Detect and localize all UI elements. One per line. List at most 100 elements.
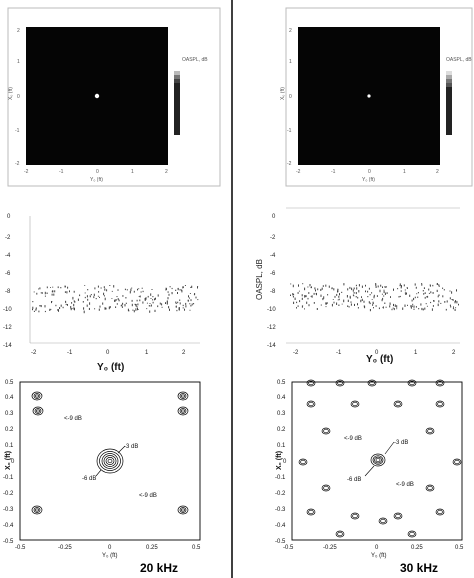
profile-point — [430, 301, 432, 304]
profile-point — [117, 289, 119, 291]
profile-point — [97, 285, 99, 288]
sidelobe-contour — [427, 485, 433, 491]
sidelobe-contour — [300, 459, 306, 465]
profile-point — [404, 289, 406, 291]
profile-point — [372, 304, 374, 306]
left-map-ytick: 0 — [17, 94, 20, 100]
sidelobe-contour — [177, 406, 189, 416]
profile-point — [307, 297, 309, 300]
sidelobe-contour — [306, 400, 316, 408]
profile-point — [386, 292, 388, 294]
profile-point — [376, 295, 378, 297]
left-profile-xtick: -2 — [31, 350, 37, 356]
profile-point — [32, 308, 33, 311]
profile-point — [331, 303, 333, 307]
right-profile-ytick: -14 — [267, 343, 276, 349]
profile-point — [431, 308, 433, 311]
profile-point — [424, 292, 426, 294]
profile-point — [190, 286, 192, 288]
profile-point — [373, 307, 374, 309]
left-profile-xtick: -1 — [67, 350, 73, 356]
profile-point — [327, 294, 329, 296]
sidelobe-contour — [298, 458, 308, 466]
profile-point — [189, 297, 190, 299]
profile-point — [415, 306, 417, 308]
sidelobe-contour — [369, 380, 375, 386]
sidelobe-contour — [321, 484, 331, 492]
profile-point — [375, 305, 377, 307]
profile-point — [453, 306, 454, 308]
profile-point — [73, 290, 75, 293]
profile-point — [70, 306, 72, 309]
profile-point — [189, 303, 191, 305]
profile-point — [121, 304, 123, 307]
profile-point — [399, 295, 401, 298]
profile-point — [367, 296, 369, 298]
profile-point — [65, 303, 67, 306]
profile-point — [325, 303, 327, 305]
profile-point — [175, 306, 177, 308]
profile-point — [39, 287, 41, 290]
profile-point — [343, 283, 345, 286]
main-lobe-contour — [101, 453, 119, 469]
profile-point — [437, 303, 439, 307]
profile-point — [304, 295, 306, 298]
profile-point — [379, 289, 381, 293]
left-profile-ytick: 0 — [7, 214, 11, 220]
profile-point — [149, 303, 151, 304]
profile-point — [108, 306, 110, 310]
profile-point — [151, 289, 153, 290]
sidelobe-contour — [31, 505, 43, 515]
profile-point — [89, 295, 91, 298]
right-contour-annotation: <-9 dB — [344, 436, 362, 442]
profile-point — [73, 300, 75, 302]
profile-point — [371, 299, 373, 300]
profile-point — [368, 301, 370, 304]
profile-point — [343, 299, 345, 303]
right-contour-ytick: 0.1 — [277, 443, 286, 449]
profile-point — [446, 300, 448, 303]
profile-point — [349, 297, 351, 299]
profile-point — [336, 293, 338, 296]
left-contour-leader — [95, 469, 102, 477]
right-contour-annotation: -6 dB — [347, 477, 361, 483]
profile-point — [152, 299, 154, 301]
right-contour-ytick: -0.2 — [275, 491, 286, 497]
sidelobe-contour — [306, 379, 316, 387]
profile-point — [424, 296, 426, 299]
profile-point — [184, 308, 185, 311]
profile-point — [148, 305, 150, 307]
right-profile-ytick: -12 — [267, 325, 276, 331]
profile-point — [144, 299, 146, 301]
profile-point — [396, 308, 398, 310]
profile-point — [171, 287, 173, 290]
sidelobe-contour — [435, 508, 445, 516]
profile-point — [365, 284, 366, 287]
right-contour-ytick: 0.2 — [277, 427, 286, 433]
profile-point — [136, 306, 138, 308]
profile-point — [451, 299, 453, 300]
sidelobe-contour — [437, 401, 443, 407]
profile-point — [353, 287, 355, 290]
profile-point — [411, 305, 413, 307]
profile-point — [137, 309, 139, 310]
profile-point — [421, 283, 422, 284]
left-map-xtick: -1 — [59, 169, 64, 175]
right-contour-ytick: -0.5 — [275, 539, 286, 545]
profile-point — [292, 293, 294, 296]
right-contour-xtick: 0.5 — [455, 545, 464, 551]
profile-point — [440, 302, 442, 304]
profile-point — [402, 307, 404, 310]
left-contour: 0.5 0.4 0.3 0.2 0.1 0 -0.1 -0.2 -0.3 -0.… — [3, 380, 201, 559]
left-contour-ytick: -0.4 — [3, 523, 14, 529]
profile-point — [326, 302, 328, 304]
profile-point — [337, 299, 339, 301]
sidelobe-contour — [437, 509, 443, 515]
profile-point — [72, 296, 74, 300]
main-lobe-contour — [375, 457, 381, 463]
profile-point — [137, 288, 138, 291]
profile-point — [157, 305, 159, 308]
profile-point — [294, 297, 296, 300]
profile-point — [334, 295, 336, 298]
